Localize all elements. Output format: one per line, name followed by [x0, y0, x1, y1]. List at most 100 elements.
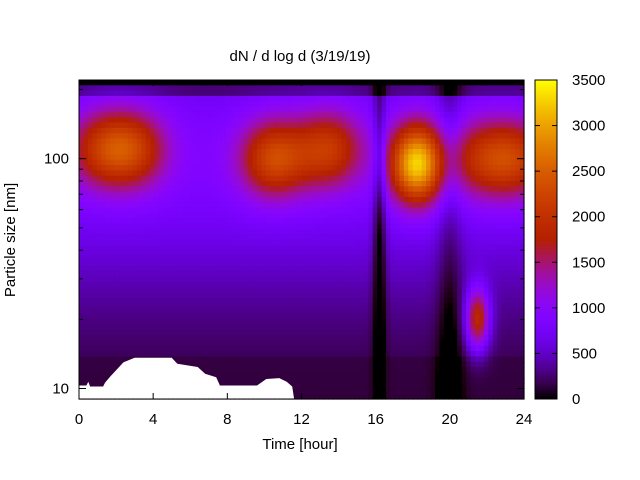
heatmap-cell [435, 239, 441, 246]
heatmap-cell [203, 239, 209, 246]
heatmap-cell [483, 313, 489, 320]
heatmap-cell [475, 95, 481, 102]
heatmap-cell [479, 117, 485, 124]
heatmap-cell [421, 159, 427, 166]
heatmap-cell [136, 111, 142, 118]
heatmap-cell [279, 186, 285, 193]
heatmap-cell [145, 106, 151, 113]
heatmap-cell [350, 95, 356, 102]
heatmap-cell [274, 255, 280, 262]
heatmap-cell [230, 212, 236, 219]
heatmap-cell [141, 260, 147, 267]
heatmap-cell [243, 335, 249, 342]
heatmap-cell [92, 186, 98, 193]
heatmap-cell [497, 90, 503, 97]
heatmap-cell [448, 95, 454, 102]
heatmap-cell [412, 111, 418, 118]
heatmap-cell [452, 297, 458, 304]
heatmap-cell [408, 228, 414, 235]
heatmap-cell [337, 292, 343, 299]
heatmap-cell [381, 329, 387, 336]
heatmap-cell [319, 175, 325, 182]
heatmap-cell [199, 117, 205, 124]
heatmap-cell [101, 324, 107, 331]
heatmap-cell [79, 80, 85, 86]
heatmap-cell [257, 329, 263, 336]
heatmap-cell [435, 111, 441, 118]
heatmap-cell [234, 287, 240, 294]
heatmap-cell [497, 175, 503, 182]
heatmap-cell [461, 85, 467, 92]
heatmap-cell [270, 287, 276, 294]
heatmap-cell [337, 111, 343, 118]
heatmap-cell [163, 276, 169, 283]
heatmap-cell [79, 149, 85, 156]
heatmap-cell [332, 170, 338, 177]
heatmap-cell [185, 282, 191, 288]
heatmap-cell [492, 244, 498, 251]
heatmap-cell [381, 319, 387, 326]
heatmap-cell [87, 244, 93, 251]
heatmap-cell [292, 149, 298, 156]
heatmap-cell [181, 324, 187, 331]
heatmap-cell [368, 80, 374, 86]
heatmap-cell [452, 244, 458, 251]
heatmap-cell [114, 223, 120, 230]
heatmap-cell [430, 234, 436, 241]
heatmap-cell [119, 255, 125, 262]
heatmap-cell [283, 287, 289, 294]
heatmap-cell [381, 90, 387, 97]
heatmap-cell [274, 324, 280, 331]
heatmap-cell [163, 101, 169, 108]
heatmap-cell [101, 111, 107, 118]
heatmap-cell [127, 223, 133, 230]
heatmap-cell [181, 260, 187, 267]
heatmap-cell [119, 127, 125, 134]
heatmap-cell [328, 255, 334, 262]
heatmap-cell [510, 276, 516, 283]
heatmap-cell [79, 287, 85, 294]
heatmap-cell [466, 101, 472, 108]
heatmap-cell [87, 292, 93, 299]
heatmap-cell [435, 127, 441, 134]
heatmap-cell [408, 212, 414, 219]
heatmap-cell [305, 319, 311, 326]
heatmap-cell [114, 143, 120, 150]
heatmap-cell [190, 207, 196, 214]
heatmap-cell [368, 223, 374, 230]
heatmap-cell [372, 244, 378, 251]
heatmap-cell [492, 276, 498, 283]
heatmap-cell [488, 250, 494, 257]
heatmap-cell [301, 218, 307, 225]
heatmap-cell [87, 165, 93, 171]
heatmap-cell [252, 218, 258, 225]
heatmap-cell [243, 138, 249, 145]
heatmap-cell [283, 250, 289, 257]
heatmap-cell [87, 308, 93, 315]
heatmap-cell [185, 95, 191, 102]
heatmap-cell [475, 191, 481, 198]
heatmap-cell [279, 324, 285, 331]
heatmap-cell [328, 303, 334, 310]
heatmap-cell [515, 149, 521, 156]
heatmap-cell [110, 266, 116, 272]
heatmap-cell [310, 106, 316, 113]
heatmap-cell [105, 175, 111, 182]
heatmap-cell [337, 228, 343, 235]
heatmap-cell [363, 90, 369, 97]
heatmap-cell [354, 282, 360, 288]
heatmap-cell [439, 202, 445, 209]
heatmap-cell [510, 244, 516, 251]
heatmap-cell [448, 303, 454, 310]
heatmap-cell [399, 260, 405, 267]
heatmap-cell [221, 212, 227, 219]
heatmap-cell [243, 239, 249, 246]
heatmap-cell [386, 181, 392, 187]
heatmap-cell [354, 90, 360, 97]
heatmap-cell [403, 335, 409, 342]
heatmap-cell [341, 255, 347, 262]
heatmap-cell [510, 324, 516, 331]
heatmap-cell [288, 191, 294, 198]
heatmap-cell [172, 319, 178, 326]
heatmap-cell [181, 175, 187, 182]
